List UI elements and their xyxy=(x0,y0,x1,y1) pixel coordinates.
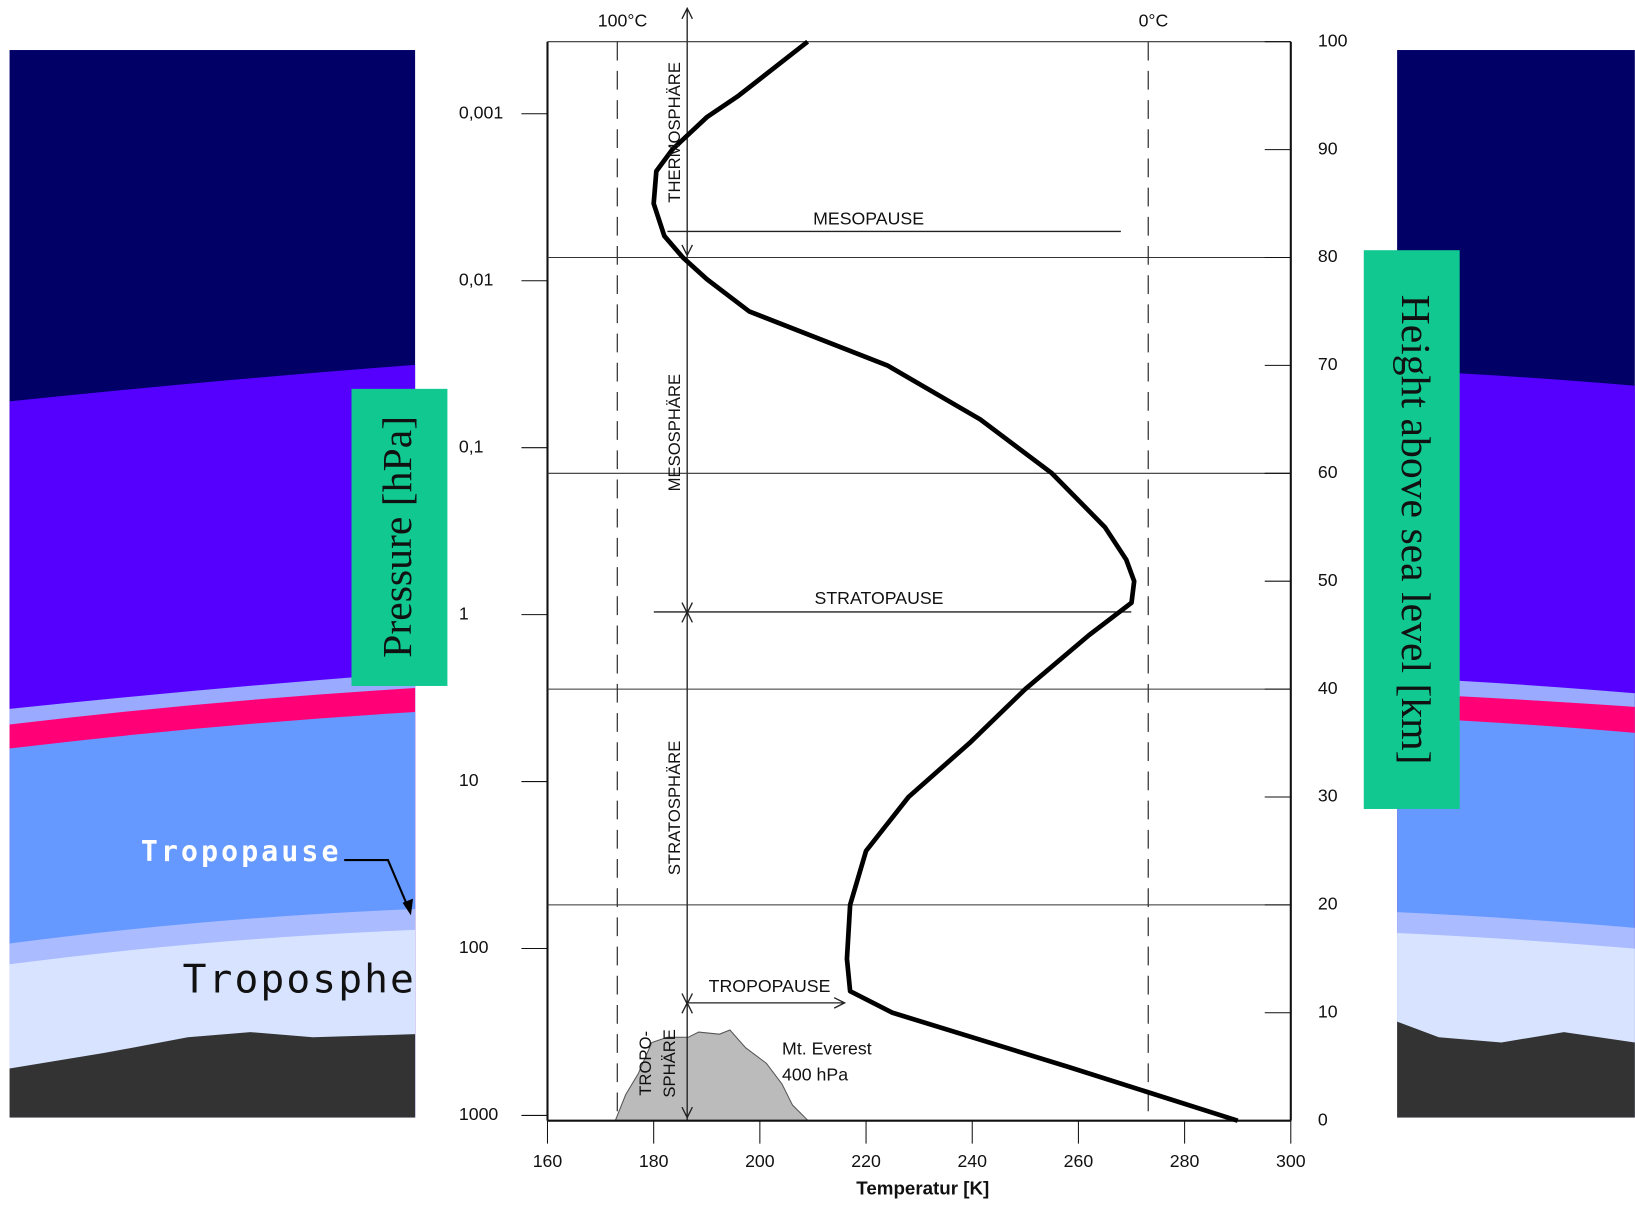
annotation: STRATOPAUSE xyxy=(815,588,944,608)
background-label: Tropopause xyxy=(141,835,342,868)
x-tick-label: 300 xyxy=(1276,1151,1306,1171)
y-tick-label: 100 xyxy=(1318,30,1348,50)
y2-tick-label: 0,1 xyxy=(459,436,484,456)
annotation: TROPO- xyxy=(636,1031,655,1096)
x-tick-label: 180 xyxy=(639,1151,669,1171)
y2-tick-label: 100 xyxy=(459,937,489,957)
y2-tick-label: 0,001 xyxy=(459,102,503,122)
annotation: SPHÄRE xyxy=(660,1029,679,1098)
annotation: THERMOSPHÄRE xyxy=(665,62,684,203)
plot-background xyxy=(417,0,1377,1202)
annotation: TROPOPAUSE xyxy=(709,976,831,996)
y-tick-label: 80 xyxy=(1318,246,1338,266)
reference-label: 0°C xyxy=(1139,11,1169,31)
annotation: Mt. Everest xyxy=(782,1038,872,1058)
y-tick-label: 60 xyxy=(1318,462,1338,482)
y-tick-label: 20 xyxy=(1318,894,1338,914)
reference-label: 100°C xyxy=(598,11,648,31)
y2-label-box xyxy=(351,388,448,686)
x-tick-label: 200 xyxy=(745,1151,775,1171)
y2-tick-label: 0,01 xyxy=(459,269,494,289)
annotation: STRATOSPHÄRE xyxy=(665,741,684,876)
x-tick-label: 280 xyxy=(1170,1151,1200,1171)
x-tick-label: 260 xyxy=(1064,1151,1094,1171)
y-tick-label: 0 xyxy=(1318,1109,1328,1129)
y2-tick-label: 1 xyxy=(459,603,469,623)
y-tick-label: 40 xyxy=(1318,678,1338,698)
everest xyxy=(614,1029,810,1122)
y-tick-label: 30 xyxy=(1318,786,1338,806)
x-axis-label: Temperatur [K] xyxy=(856,1177,989,1198)
y-tick-label: 50 xyxy=(1318,570,1338,590)
annotation: 400 hPa xyxy=(782,1065,848,1085)
y2-tick-label: 1000 xyxy=(459,1104,499,1124)
background-label: Troposphe xyxy=(183,957,416,1003)
y-tick-label: 90 xyxy=(1318,138,1338,158)
y2-axis-label: Pressure [hPa] xyxy=(375,416,421,658)
x-tick-label: 240 xyxy=(957,1151,987,1171)
y2-tick-label: 10 xyxy=(459,770,479,790)
layer-arrows xyxy=(653,6,1132,1121)
x-tick-label: 220 xyxy=(851,1151,881,1171)
annotation: MESOSPHÄRE xyxy=(665,374,684,492)
x-tick-label: 160 xyxy=(533,1151,563,1171)
y-label-box xyxy=(1363,250,1460,809)
annotation: MESOPAUSE xyxy=(813,209,924,229)
y-tick-label: 70 xyxy=(1318,354,1338,374)
y-axis-label: Height above sea level [km] xyxy=(1392,295,1438,765)
y-tick-label: 10 xyxy=(1318,1001,1338,1021)
temperature-curve xyxy=(651,39,1239,1123)
left-background xyxy=(9,50,416,1118)
